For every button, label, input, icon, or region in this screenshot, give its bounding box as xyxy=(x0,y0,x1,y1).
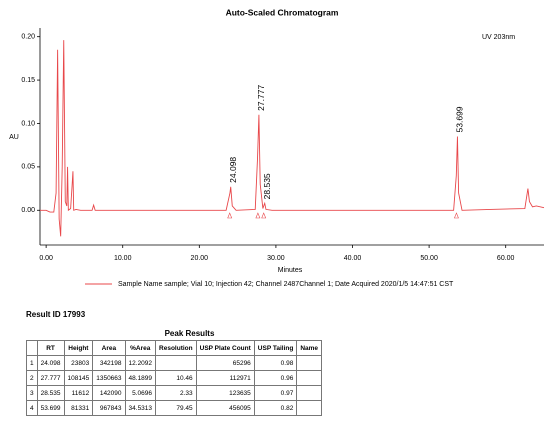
header-cell: RT xyxy=(36,340,65,356)
x-axis-label: Minutes xyxy=(278,267,303,274)
table-row: 2 27.777 108145 1350663 48.1899 10.46 112971 0.… xyxy=(26,370,323,386)
chart: Auto-Scaled Chromatogram UV 203nm Minute… xyxy=(9,7,545,288)
header-cell: Resolution xyxy=(155,340,197,356)
table-cell: 79.45 xyxy=(155,400,197,416)
peak-table: RT Height Area %Area Resolution USP Plate Cou… xyxy=(26,340,323,416)
peak-marker xyxy=(453,212,459,219)
table-cell: 342198 xyxy=(92,355,126,371)
legend-label: Sample Name sample; Vial 10; Injection 4… xyxy=(118,281,454,288)
table-cell: 28.535 xyxy=(36,385,65,401)
table-cell: 2 xyxy=(26,370,38,386)
peak-marker xyxy=(261,212,267,219)
y-axis-label: AU xyxy=(9,134,19,141)
header-cell: USP Tailing xyxy=(253,340,298,356)
table-cell: 123635 xyxy=(195,385,255,401)
table-cell: 967843 xyxy=(92,400,126,416)
x-tick-label: 60.00 xyxy=(497,255,515,262)
result-title: Result ID 17993 xyxy=(26,310,86,319)
header-cell: USP Plate Count xyxy=(195,340,255,356)
table-cell xyxy=(296,370,323,386)
table-cell: 27.777 xyxy=(36,370,65,386)
header-cell: Height xyxy=(63,340,94,356)
table-cell: 23803 xyxy=(63,355,94,371)
table-cell: 142090 xyxy=(92,385,126,401)
table-cell: 48.1899 xyxy=(124,370,157,386)
peak-marker xyxy=(255,212,261,219)
peak-marker xyxy=(227,212,233,219)
table-cell xyxy=(296,400,323,416)
table-cell: 5.0696 xyxy=(124,385,157,401)
x-tick-label: 0.00 xyxy=(39,255,53,262)
x-tick-label: 40.00 xyxy=(344,255,362,262)
table-cell: 0.98 xyxy=(253,355,298,371)
table-cell: 1 xyxy=(26,355,38,371)
table-cell: 0.96 xyxy=(253,370,298,386)
table-cell: 112971 xyxy=(195,370,255,386)
x-tick-label: 20.00 xyxy=(191,255,209,262)
table-cell: 2.33 xyxy=(155,385,197,401)
table-cell: 24.098 xyxy=(36,355,65,371)
peak-label: 27.777 xyxy=(256,85,266,111)
table-cell: 10.46 xyxy=(155,370,197,386)
x-tick-label: 30.00 xyxy=(267,255,285,262)
table-row: 3 28.535 11612 142090 5.0696 2.33 123635 0.97 xyxy=(26,385,323,401)
y-tick-label: 0.10 xyxy=(21,120,35,127)
table-cell xyxy=(296,385,323,401)
peak-label: 28.535 xyxy=(262,173,272,199)
table-cell: 456095 xyxy=(195,400,255,416)
table-cell: 12.2092 xyxy=(124,355,157,371)
trace xyxy=(40,40,545,237)
header-cell: Name xyxy=(296,340,323,356)
peak-label: 24.098 xyxy=(228,157,238,183)
header-cell: %Area xyxy=(124,340,157,356)
detector-label: UV 203nm xyxy=(482,34,515,41)
table-cell: 1350663 xyxy=(92,370,126,386)
table-cell: 65296 xyxy=(195,355,255,371)
table-cell: 0.97 xyxy=(253,385,298,401)
table-cell xyxy=(155,355,197,371)
table-cell: 4 xyxy=(26,400,38,416)
table-row: 4 53.699 81331 967843 34.5313 79.45 456095 0.82 xyxy=(26,400,323,416)
y-tick-label: 0.20 xyxy=(21,34,35,41)
table-cell xyxy=(296,355,323,371)
y-tick-label: 0.05 xyxy=(21,164,35,171)
header-row: RT Height Area %Area Resolution USP Plate Cou… xyxy=(26,340,323,356)
table-cell: 3 xyxy=(26,385,38,401)
chart-title: Auto-Scaled Chromatogram xyxy=(226,7,339,17)
x-tick-label: 50.00 xyxy=(420,255,438,262)
table-cell: 0.82 xyxy=(253,400,298,416)
x-tick-label: 10.00 xyxy=(114,255,132,262)
table-cell: 11612 xyxy=(63,385,94,401)
peak-label: 53.699 xyxy=(455,106,465,132)
header-cell xyxy=(26,340,38,356)
y-tick-label: 0.00 xyxy=(21,207,35,214)
y-tick-label: 0.15 xyxy=(21,77,35,84)
table-title: Peak Results xyxy=(164,329,215,338)
table-cell: 81331 xyxy=(63,400,94,416)
table-cell: 34.5313 xyxy=(124,400,157,416)
header-cell: Area xyxy=(92,340,126,356)
table-cell: 108145 xyxy=(63,370,94,386)
table-cell: 53.699 xyxy=(36,400,65,416)
table-row: 1 24.098 23803 342198 12.2092 65296 0.98 xyxy=(26,355,323,371)
